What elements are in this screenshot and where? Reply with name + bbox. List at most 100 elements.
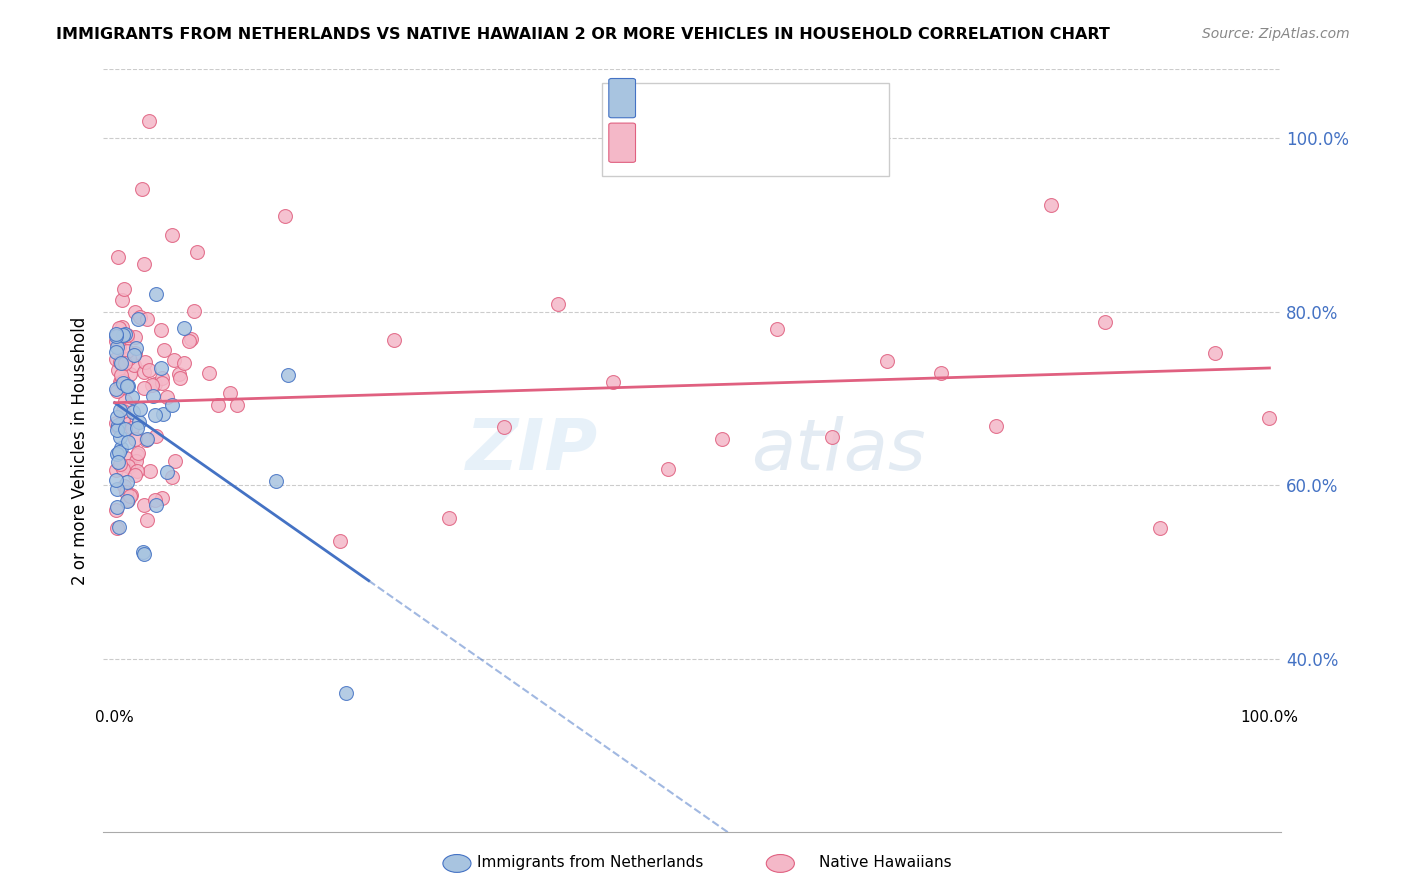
Point [128,416,150,430]
Point [153,343,176,357]
Point [149,322,172,336]
Point [105,482,128,496]
Point [150,491,173,505]
Point [198,366,221,380]
Point [105,326,128,341]
Point [125,464,148,478]
Point [127,446,149,460]
Point [122,405,145,419]
Point [111,293,134,308]
Point [163,353,186,368]
Point [105,424,128,438]
Point [108,355,131,369]
Point [104,334,127,349]
Text: IMMIGRANTS FROM NETHERLANDS VS NATIVE HAWAIIAN 2 OR MORE VEHICLES IN HOUSEHOLD C: IMMIGRANTS FROM NETHERLANDS VS NATIVE HA… [56,27,1111,42]
Point [138,113,160,128]
Text: Native Hawaiians: Native Hawaiians [820,855,952,870]
Point [328,534,350,549]
Point [108,430,131,444]
Point [115,378,138,392]
Point [136,432,159,446]
Point [142,388,165,402]
Point [132,365,155,379]
Point [114,422,136,436]
Point [132,498,155,512]
Point [150,361,173,376]
Point [277,368,299,383]
Point [125,421,148,435]
Point [141,377,163,392]
Point [766,321,789,335]
Point [382,333,405,347]
Point [121,390,143,404]
Point [107,455,129,469]
Text: ZIP: ZIP [465,416,598,485]
Point [105,409,128,424]
Point [156,390,179,404]
Point [124,468,146,483]
Point [107,420,129,434]
Point [207,399,229,413]
Point [111,355,134,369]
Point [1149,521,1171,535]
Point [104,382,127,396]
Point [108,445,131,459]
Point [108,403,131,417]
Point [110,376,132,390]
Point [114,451,136,466]
Point [108,321,131,335]
Point [132,547,155,561]
Point [145,429,167,443]
Point [118,489,141,503]
Point [547,296,569,310]
Point [105,462,128,476]
Point [111,413,134,427]
Point [169,370,191,384]
Point [118,368,141,382]
Point [143,376,166,391]
Point [876,354,898,368]
Point [135,513,157,527]
Text: R = -0.250   N =  51: R = -0.250 N = 51 [643,85,825,103]
Point [112,282,135,296]
Point [165,454,187,468]
Point [104,345,127,359]
Point [124,330,146,344]
Point [110,356,132,370]
Point [111,404,134,418]
Point [105,521,128,535]
Point [115,331,138,345]
Point [121,421,143,435]
Point [138,464,160,478]
Point [984,418,1007,433]
Point [1094,315,1116,329]
Point [111,376,134,390]
Text: Source: ZipAtlas.com: Source: ZipAtlas.com [1202,27,1350,41]
Point [112,414,135,428]
Point [143,492,166,507]
Point [124,348,146,362]
Point [120,459,142,474]
Point [112,328,135,343]
Point [108,520,131,534]
Point [131,545,153,559]
Point [150,371,173,385]
Point [929,366,952,380]
Point [104,503,127,517]
Point [107,447,129,461]
Point [492,420,515,434]
Point [125,448,148,462]
Point [111,328,134,343]
Point [266,474,288,488]
Point [107,384,129,398]
Point [104,351,127,366]
Point [274,210,297,224]
Point [117,327,139,342]
Point [122,358,145,372]
Point [1204,346,1226,360]
Point [108,340,131,354]
Point [124,346,146,360]
Point [124,304,146,318]
Point [138,363,160,377]
Point [117,379,139,393]
